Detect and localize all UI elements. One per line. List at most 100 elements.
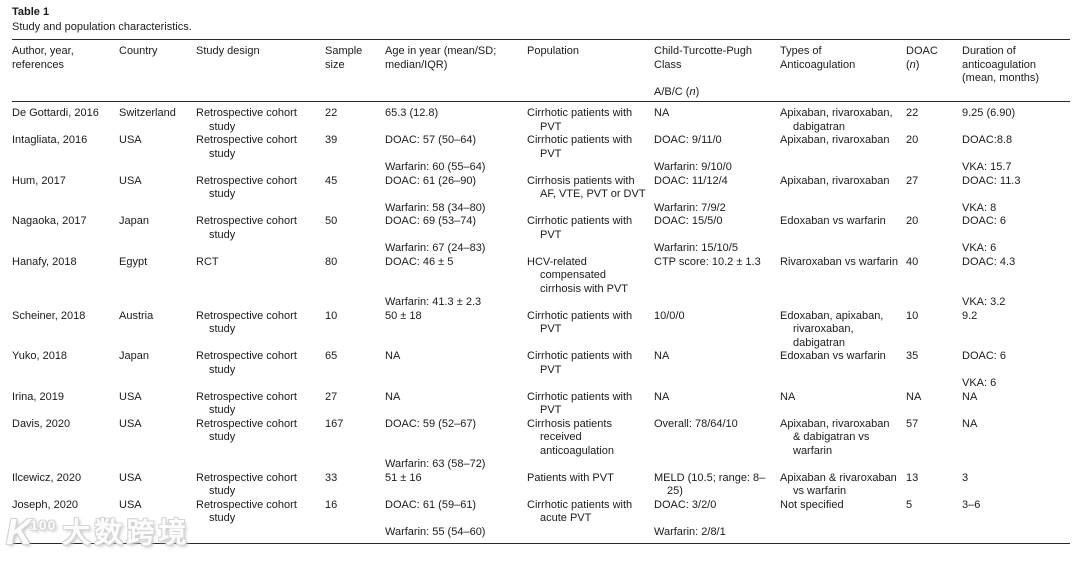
table-cell-sample_size: 33 <box>325 472 385 499</box>
cell-line: 20 <box>906 215 919 227</box>
table-cell-age: NA <box>385 350 527 391</box>
table-cell-ctp_class: NA <box>654 391 780 418</box>
table-cell-duration: 3–6 <box>962 499 1070 544</box>
cell-line: Duration of <box>962 45 1016 57</box>
cell-line: Child-Turcotte-Pugh <box>654 45 753 57</box>
table-cell-country: USA <box>119 134 196 175</box>
cell-line: USA <box>119 417 142 430</box>
table-cell-study_design: Retrospective cohort study <box>196 391 325 418</box>
cell-line: 27 <box>325 390 338 403</box>
cell-line: Warfarin: 2/8/1 <box>654 525 726 538</box>
cell-line: size <box>325 58 345 71</box>
table-cell-anticoagulation_types: Edoxaban, apixaban, rivaroxaban, dabigat… <box>780 310 906 351</box>
table-cell-author: Intagliata, 2016 <box>12 134 119 175</box>
cell-line: Retrospective cohort study <box>196 309 297 336</box>
cell-line <box>962 364 1062 378</box>
cell-line: Not specified <box>780 498 844 511</box>
table-cell-ctp_class: DOAC: 15/5/0 Warfarin: 15/10/5 <box>654 215 780 256</box>
cell-line <box>654 229 772 243</box>
table-cell-sample_size: 39 <box>325 134 385 175</box>
cell-line: 13 <box>906 471 919 484</box>
table-cell-study_design: Retrospective cohort study <box>196 499 325 544</box>
table-cell-country: USA <box>119 391 196 418</box>
cell-line: 80 <box>325 255 338 268</box>
table-cell-author: Scheiner, 2018 <box>12 310 119 351</box>
cell-line: VKA: 6 <box>962 242 997 254</box>
table-cell-study_design: Retrospective cohort study <box>196 215 325 256</box>
table-cell-study_design: Retrospective cohort study <box>196 350 325 391</box>
cell-line: Apixaban & rivaroxaban vs warfarin <box>780 471 897 498</box>
table-cell-author: Davis, 2020 <box>12 418 119 472</box>
table-cell-doac_n: 27 <box>906 175 962 216</box>
table-cell-study_design: Retrospective cohort study <box>196 418 325 472</box>
cell-line: MELD (10.5; range: 8–25) <box>654 471 766 498</box>
cell-line: DOAC: 46 ± 5 <box>385 255 454 268</box>
cell-line <box>385 269 519 283</box>
cell-line: Apixaban, rivaroxaban & dabigatran vs wa… <box>780 417 890 457</box>
table-cell-anticoagulation_types: Apixaban, rivaroxaban, dabigatran <box>780 102 906 135</box>
table-cell-sample_size: 27 <box>325 391 385 418</box>
table-cell-duration: 3 <box>962 472 1070 499</box>
table-cell-population: Cirrhotic patients with PVT <box>527 215 654 256</box>
cell-line: Class <box>654 58 682 71</box>
table-cell-anticoagulation_types: Edoxaban vs warfarin <box>780 350 906 391</box>
table-cell-sample_size: 10 <box>325 310 385 351</box>
cell-line: USA <box>119 390 142 403</box>
table-row: Joseph, 2020 USA Retrospective cohort stud… <box>12 499 1070 544</box>
cell-line: 33 <box>325 471 338 484</box>
table-row: Davis, 2020 USA Retrospective cohort study… <box>12 418 1070 472</box>
table-cell-country: USA <box>119 499 196 544</box>
cell-line: RCT <box>196 255 219 268</box>
cell-line: Cirrhosis patients received anticoagulat… <box>527 417 615 457</box>
cell-line <box>385 431 519 445</box>
cell-line: Cirrhosis patients with AF, VTE, PVT or … <box>527 174 646 201</box>
cell-line: USA <box>119 471 142 484</box>
cell-line: 16 <box>325 498 338 511</box>
table-cell-population: Cirrhotic patients with PVT <box>527 134 654 175</box>
table-cell-doac_n: 13 <box>906 472 962 499</box>
table-cell-study_design: Retrospective cohort study <box>196 472 325 499</box>
cell-line: Retrospective cohort study <box>196 215 297 241</box>
table-cell-ctp_class: DOAC: 3/2/0 Warfarin: 2/8/1 <box>654 499 780 544</box>
cell-line: 3 <box>962 471 969 484</box>
cell-line: Cirrhotic patients with acute PVT <box>527 498 633 525</box>
table-cell-sample_size: 45 <box>325 175 385 216</box>
table-row: Hum, 2017 USA Retrospective cohort study 45… <box>12 175 1070 216</box>
table-cell-ctp_class: NA <box>654 350 780 391</box>
table-cell-population: Cirrhotic patients with PVT <box>527 102 654 135</box>
column-header-ctp_class: Child-Turcotte-Pugh Class A/B/C (n) <box>654 39 780 102</box>
table-cell-anticoagulation_types: Apixaban, rivaroxaban & dabigatran vs wa… <box>780 418 906 472</box>
table-cell-author: Ilcewicz, 2020 <box>12 472 119 499</box>
cell-line: Cirrhotic patients with PVT <box>527 390 633 417</box>
table-cell-duration: DOAC: 11.3 VKA: 8 <box>962 175 1070 216</box>
cell-line: 27 <box>906 174 919 187</box>
cell-line: 10/0/0 <box>654 309 685 322</box>
cell-line: NA <box>962 390 978 403</box>
table-cell-age: NA <box>385 391 527 418</box>
table-cell-sample_size: 65 <box>325 350 385 391</box>
cell-line: Warfarin: 9/10/0 <box>654 161 732 173</box>
table-row: Hanafy, 2018 Egypt RCT 80 DOAC: 46 ± 5 Warfa… <box>12 256 1070 310</box>
cell-line: Hanafy, 2018 <box>12 255 77 268</box>
cell-line: Warfarin: 7/9/2 <box>654 201 726 214</box>
cell-line: Retrospective cohort study <box>196 134 297 160</box>
cell-line: VKA: 6 <box>962 377 997 389</box>
cell-line: DOAC: 11/12/4 <box>654 174 728 187</box>
cell-line: references <box>12 58 64 71</box>
cell-line: DOAC:8.8 <box>962 134 1013 146</box>
table-cell-age: 51 ± 16 <box>385 472 527 499</box>
table-cell-duration: NA <box>962 391 1070 418</box>
table-cell-anticoagulation_types: Apixaban, rivaroxaban <box>780 134 906 175</box>
cell-line <box>385 188 519 202</box>
cell-line: NA <box>906 390 922 403</box>
column-header-population: Population <box>527 39 654 102</box>
table-row: Scheiner, 2018 Austria Retrospective cohor… <box>12 310 1070 351</box>
cell-line: Edoxaban vs warfarin <box>780 350 886 362</box>
table-cell-ctp_class: NA <box>654 102 780 135</box>
cell-line <box>654 512 772 526</box>
cell-line: DOAC: 59 (52–67) <box>385 417 477 430</box>
table-title: Table 1 <box>12 6 50 18</box>
column-header-study_design: Study design <box>196 39 325 102</box>
table-cell-doac_n: 35 <box>906 350 962 391</box>
cell-line: (mean, months) <box>962 72 1040 84</box>
